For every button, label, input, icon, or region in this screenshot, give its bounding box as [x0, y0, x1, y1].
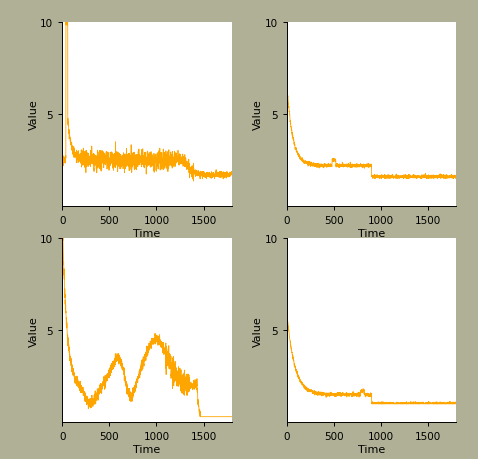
Y-axis label: Value: Value: [253, 100, 263, 130]
Y-axis label: Value: Value: [29, 315, 39, 346]
X-axis label: Time: Time: [133, 228, 161, 238]
Y-axis label: Value: Value: [29, 100, 39, 130]
X-axis label: Time: Time: [358, 444, 385, 454]
X-axis label: Time: Time: [358, 228, 385, 238]
X-axis label: Time: Time: [133, 444, 161, 454]
Y-axis label: Value: Value: [253, 315, 263, 346]
